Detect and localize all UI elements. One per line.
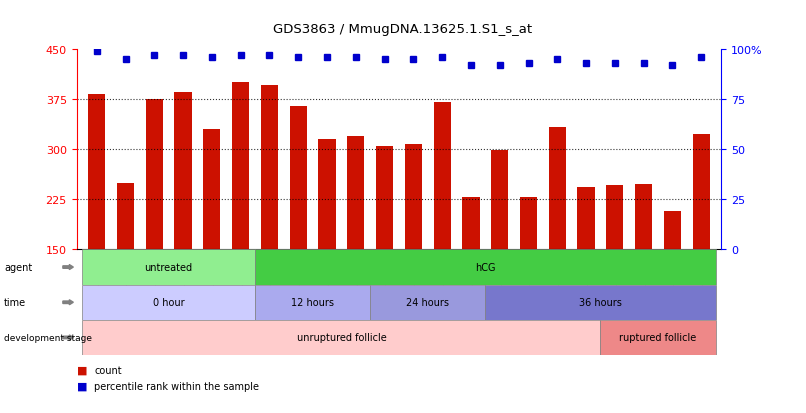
Bar (370, 285, 485, 320)
Bar (491, 150, 509, 250)
Text: time: time (4, 297, 26, 308)
Bar (255, 250, 716, 285)
Text: ■: ■ (77, 381, 87, 391)
Bar (692, 134, 710, 250)
Text: 0 hour: 0 hour (153, 297, 185, 308)
Bar (261, 86, 278, 250)
Text: ■: ■ (77, 365, 87, 375)
Bar (520, 198, 537, 250)
Bar (463, 198, 480, 250)
Bar (485, 285, 716, 320)
Bar (577, 188, 595, 250)
Bar (635, 185, 652, 250)
Bar (434, 103, 451, 250)
Text: untreated: untreated (144, 262, 193, 273)
Bar (347, 136, 364, 250)
Text: count: count (94, 365, 122, 375)
Text: hCG: hCG (475, 262, 496, 273)
Bar (376, 146, 393, 250)
Bar (146, 100, 163, 250)
Text: 24 hours: 24 hours (406, 297, 449, 308)
Bar (232, 83, 249, 250)
Text: 12 hours: 12 hours (291, 297, 334, 308)
Bar (600, 320, 716, 355)
Text: 36 hours: 36 hours (579, 297, 622, 308)
Bar (255, 285, 370, 320)
Bar (289, 106, 307, 250)
Bar (88, 94, 106, 250)
Text: agent: agent (4, 262, 32, 273)
Bar (82, 320, 600, 355)
Bar (82, 285, 255, 320)
Bar (606, 185, 624, 250)
Bar (664, 211, 681, 250)
Text: unruptured follicle: unruptured follicle (297, 332, 386, 343)
Bar (82, 250, 255, 285)
Text: GDS3863 / MmugDNA.13625.1.S1_s_at: GDS3863 / MmugDNA.13625.1.S1_s_at (273, 23, 533, 36)
Bar (549, 128, 566, 250)
Bar (405, 145, 422, 250)
Text: ruptured follicle: ruptured follicle (620, 332, 696, 343)
Bar (318, 140, 335, 250)
Bar (174, 93, 192, 250)
Text: percentile rank within the sample: percentile rank within the sample (94, 381, 260, 391)
Bar (203, 130, 221, 250)
Text: development stage: development stage (4, 333, 92, 342)
Bar (117, 183, 134, 250)
